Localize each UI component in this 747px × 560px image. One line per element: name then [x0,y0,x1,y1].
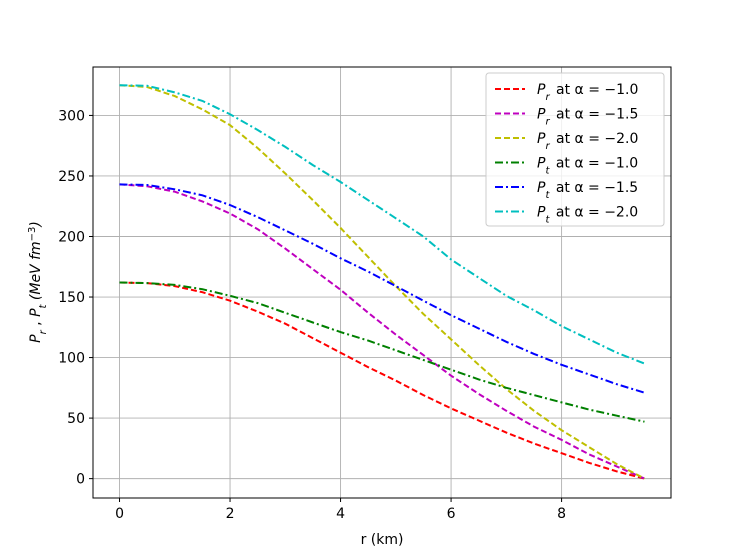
legend: Pr at α = −1.0 Pr at α = −1.5 Pr at α = −2… [485,72,665,227]
y-tick-label: 250 [58,169,85,185]
legend-entry: Pr at α = −2.0 [537,131,638,152]
legend-entry: Pt at α = −1.5 [537,180,638,201]
y-axis-label: Pr , Pt (MeV fm−3) [27,221,49,343]
y-tick-label: 150 [58,290,85,306]
legend-entry: Pr at α = −1.5 [537,107,638,128]
y-tick-label: 100 [58,351,85,367]
x-tick-label: 4 [336,506,345,522]
x-tick-label: 8 [557,506,566,522]
series-line [119,84,645,365]
legend-entry: Pt at α = −2.0 [537,205,638,226]
x-tick-label: 2 [226,506,235,522]
y-tick-label: 300 [58,108,85,124]
legend-box [485,72,665,227]
y-tick-label: 50 [67,411,85,427]
series-line [119,84,645,480]
y-tick-label: 0 [76,472,85,488]
series-line [119,281,645,480]
legend-entry: Pr at α = −1.0 [537,82,638,103]
plot-area-frame [92,66,672,499]
x-tick-label: 0 [115,506,124,522]
series-line [119,281,645,423]
y-tick-label: 200 [58,229,85,245]
axis-ticks: 0 2 4 6 8 0 50 100 150 200 250 300 [58,108,566,522]
series-lines [119,84,645,480]
legend-entry: Pt at α = −1.0 [537,156,638,177]
x-tick-label: 6 [447,506,456,522]
series-line [119,183,645,394]
series-line [119,183,645,480]
x-axis-label: r (km) [361,532,404,548]
